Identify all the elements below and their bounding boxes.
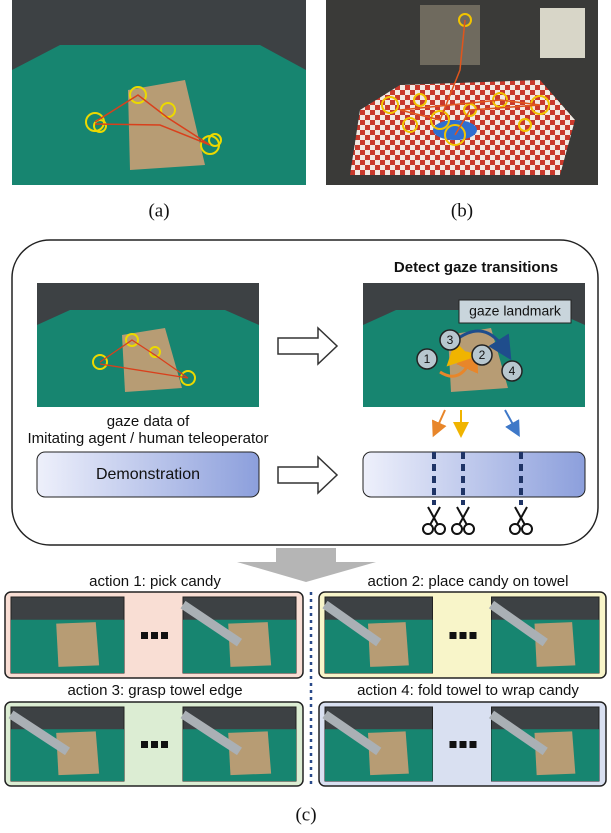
action-title: action 3: grasp towel edge: [67, 682, 242, 699]
robot-arm: [488, 710, 548, 756]
action-title: action 1: pick candy: [89, 573, 221, 590]
scissor: [509, 506, 533, 535]
towel: [56, 622, 100, 667]
ellipsis-dot: [469, 741, 477, 748]
robot-arm: [322, 600, 382, 647]
blade: [514, 506, 526, 526]
ellipsis-dot: [449, 632, 457, 639]
panel-label: (c): [295, 804, 316, 825]
towel: [368, 731, 409, 776]
arrow: [277, 455, 339, 495]
robot-arm: [180, 710, 242, 756]
towel: [228, 622, 272, 667]
caption: Imitating agent / human teleoperator: [28, 430, 269, 447]
scissor: [422, 506, 446, 535]
ellipsis-dot: [449, 741, 457, 748]
arrow: [277, 326, 339, 366]
blade: [456, 506, 468, 526]
towel: [56, 731, 100, 776]
gaze-photo: [37, 283, 259, 407]
photo-a: [12, 0, 306, 185]
ellipsis-dot: [469, 632, 477, 639]
blade: [427, 506, 439, 526]
ellipsis-dot: [459, 741, 467, 748]
handle: [463, 523, 475, 535]
handle: [434, 523, 446, 535]
ellipsis-dot: [141, 632, 148, 639]
action-title: action 4: fold towel to wrap candy: [357, 682, 579, 699]
cut-lines: [432, 452, 523, 505]
robot-arm: [322, 710, 382, 756]
caption: gaze data of: [107, 413, 190, 430]
handle: [422, 523, 434, 535]
robot-arm: [488, 600, 548, 647]
gaze-point: 4: [509, 364, 516, 378]
gaze-point: 3: [447, 333, 454, 347]
frame: [180, 706, 297, 782]
landmark-photo: [363, 283, 585, 407]
down-arrow: [237, 548, 376, 582]
towel: [534, 731, 576, 776]
towel: [368, 622, 409, 667]
robot-arm: [8, 710, 70, 756]
frame: [322, 706, 433, 782]
handle: [451, 523, 463, 535]
frame: [488, 706, 600, 782]
landmark-box: [458, 299, 572, 324]
ellipsis-dot: [459, 632, 467, 639]
ellipsis-dot: [151, 632, 158, 639]
frame: [488, 596, 600, 674]
demo-label: Demonstration: [96, 466, 200, 483]
blade: [429, 506, 441, 526]
blade: [458, 506, 470, 526]
gaze-point: 1: [424, 352, 431, 366]
scissor: [451, 506, 475, 535]
ellipsis-dot: [151, 741, 158, 748]
panel-label: (a): [148, 200, 169, 221]
photo-b: [326, 0, 598, 185]
action-panels: [4, 591, 607, 787]
ellipsis-dot: [161, 632, 168, 639]
towel: [228, 731, 272, 776]
scissors: [422, 506, 533, 535]
action-title: action 2: place candy on towel: [368, 573, 569, 590]
frame: [10, 596, 125, 674]
frame: [8, 706, 125, 782]
robot-arm: [180, 600, 243, 647]
landmark-label: gaze landmark: [469, 303, 562, 319]
ellipsis-dot: [161, 741, 168, 748]
handle: [521, 523, 533, 535]
segmented-bar: [362, 451, 586, 498]
transition-arrow: [431, 409, 447, 438]
towel: [534, 622, 576, 667]
frame: [180, 596, 297, 674]
blade: [516, 506, 528, 526]
step-title: Detect gaze transitions: [394, 259, 558, 276]
demo-bar: [36, 451, 260, 498]
panel-label: (b): [451, 200, 473, 221]
transition-arrow: [504, 409, 520, 438]
frame: [322, 596, 433, 674]
ellipsis-dot: [141, 741, 148, 748]
gaze-point: 2: [479, 348, 486, 362]
handle: [509, 523, 521, 535]
